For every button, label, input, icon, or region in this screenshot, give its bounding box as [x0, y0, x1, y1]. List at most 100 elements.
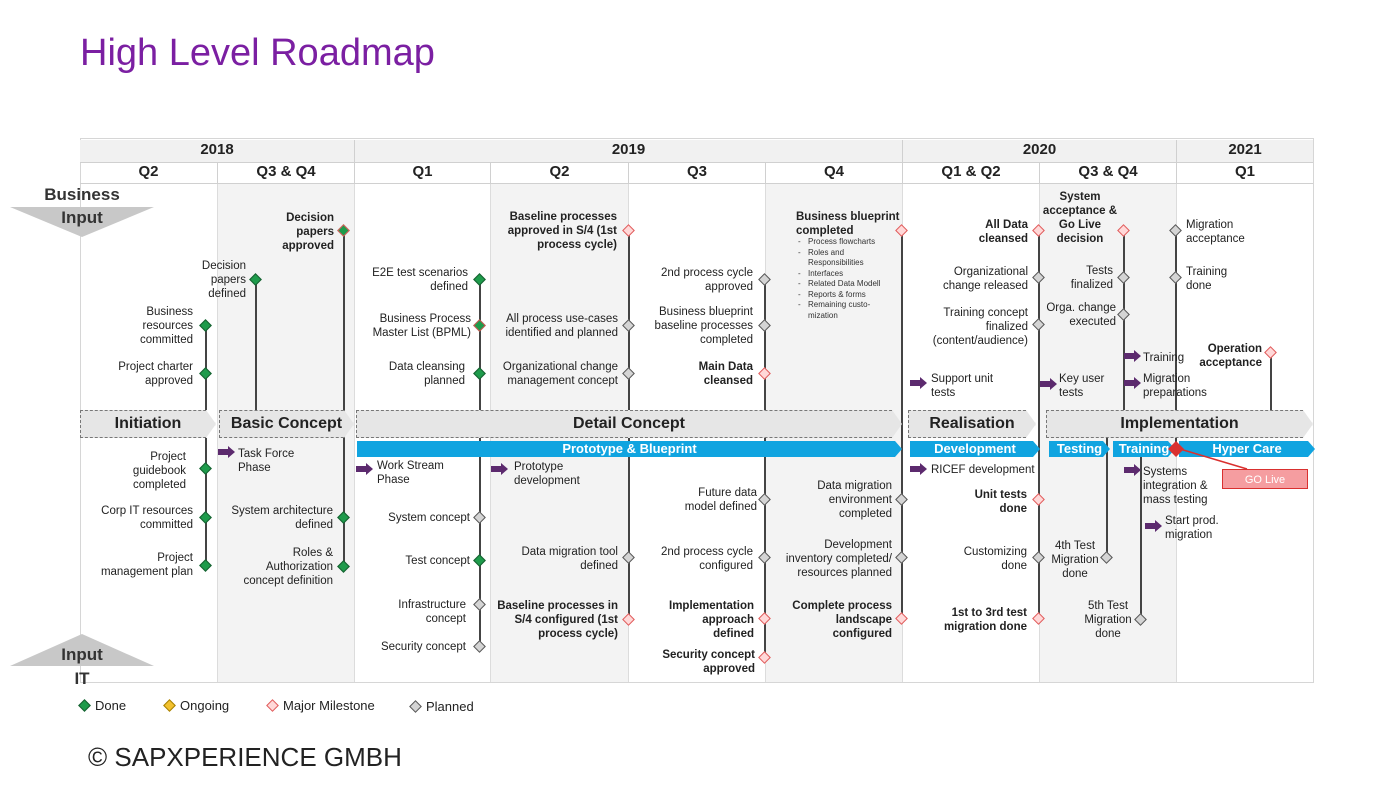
- phase-realisation: Realisation: [908, 410, 1036, 438]
- quarter-header: Q1: [355, 162, 491, 183]
- list-item: Roles and Responsibilities: [798, 248, 878, 269]
- milestone-label: Unit tests done: [974, 489, 1027, 515]
- planned-diamond-icon: [409, 700, 422, 713]
- milestone-label: Tests finalized: [1070, 265, 1113, 291]
- milestone-label: All process use-cases identified and pla…: [505, 313, 618, 339]
- list-item: Related Data Modell: [798, 279, 881, 290]
- milestone-label: Decision papers defined: [201, 260, 246, 300]
- milestone-label: Prototype development: [514, 461, 580, 487]
- list-item: Interfaces: [798, 269, 880, 280]
- milestone-label: Roles & Authorization concept definition: [243, 547, 333, 587]
- milestone-label: Data migration environment completed: [817, 480, 892, 520]
- milestone-label: Data cleansing planned: [388, 361, 465, 387]
- workstream-hyper-care: Hyper Care: [1179, 441, 1315, 457]
- milestone-label: Main Data cleansed: [698, 361, 753, 387]
- milestone-label: Operation acceptance: [1199, 343, 1262, 369]
- milestone-label: Project charter approved: [118, 361, 193, 387]
- quarter-header: Q4: [766, 162, 903, 183]
- business-input-arrow: Business Input: [10, 183, 154, 239]
- go-live-pointer-icon: [1168, 441, 1248, 470]
- year-header-2019: 2019: [355, 140, 903, 162]
- milestone-label: 1st to 3rd test migration done: [943, 607, 1027, 633]
- milestone-label: Infrastructure concept: [398, 599, 466, 625]
- down-arrow-icon: [10, 207, 154, 237]
- arrow-right-icon: [1124, 464, 1141, 476]
- quarter-header: Q1: [1234, 163, 1255, 180]
- arrow-right-icon: [910, 463, 927, 475]
- milestone-label: Future data model defined: [684, 487, 757, 513]
- input-label: Input: [61, 208, 103, 227]
- milestone-label: Migration acceptance: [1186, 219, 1245, 245]
- milestone-label: Baseline processes approved in S/4 (1st …: [507, 211, 617, 251]
- milestone-label: System architecture defined: [231, 505, 333, 531]
- arrow-right-icon: [1124, 350, 1141, 362]
- milestone-label: E2E test scenarios defined: [372, 267, 468, 293]
- up-arrow-icon: [10, 634, 154, 666]
- timeline-line: [1123, 231, 1125, 411]
- milestone-label: Security concept: [380, 641, 466, 653]
- milestone-label: Key user tests: [1059, 373, 1105, 399]
- timeline-line: [479, 280, 481, 650]
- phase-detail-concept: Detail Concept: [356, 410, 902, 438]
- quarter-header: Q1 & Q2: [903, 162, 1040, 183]
- milestone-label: Business blueprint baseline processes co…: [654, 306, 753, 346]
- timeline-line: [205, 438, 207, 568]
- arrow-right-icon: [356, 463, 373, 475]
- milestone-label: Task Force Phase: [238, 448, 295, 474]
- input-it-arrow: Input IT: [10, 630, 154, 688]
- milestone-label: Complete process landscape configured: [792, 600, 892, 640]
- timeline-line: [901, 231, 903, 623]
- milestone-label: Migration preparations: [1143, 373, 1207, 399]
- timeline-line: [255, 280, 257, 410]
- year-header-2020: 2020: [903, 140, 1177, 162]
- quarter-header: Q3: [629, 162, 766, 183]
- milestone-label: 2nd process cycle approved: [660, 267, 753, 293]
- timeline-line: [343, 231, 345, 571]
- year-header-2018: 2018: [80, 140, 355, 162]
- business-label: Business: [44, 185, 120, 204]
- legend-label: Major Milestone: [283, 698, 375, 713]
- list-item: Process flowcharts: [798, 237, 880, 248]
- it-label: IT: [74, 669, 90, 688]
- arrow-right-icon: [1145, 520, 1162, 532]
- milestone-label: Start prod. migration: [1165, 515, 1219, 541]
- ongoing-diamond-icon: [163, 699, 176, 712]
- timeline-line: [764, 280, 766, 660]
- milestone-label: Work Stream Phase: [377, 460, 444, 486]
- milestone-label: Business Process Master List (BPML): [372, 313, 471, 339]
- milestone-label: 2nd process cycle configured: [660, 546, 753, 572]
- arrow-right-icon: [218, 446, 235, 458]
- page-title: High Level Roadmap: [80, 32, 435, 74]
- milestone-label: Organizational change released: [942, 266, 1028, 292]
- milestone-label: Decision papers approved: [282, 212, 334, 252]
- milestone-label: System acceptance & Go Live decision: [1042, 191, 1118, 245]
- copyright-footer: © SAPXPERIENCE GMBH: [88, 742, 402, 772]
- legend-label: Ongoing: [180, 698, 230, 713]
- milestone-label: Test concept: [405, 555, 470, 567]
- milestone-label: Organizational change management concept: [502, 361, 618, 387]
- milestone-label: Training: [1143, 352, 1185, 364]
- timeline-line: [1175, 231, 1177, 449]
- milestone-label: RICEF development: [931, 464, 1035, 476]
- milestone-label: Training done: [1186, 266, 1228, 292]
- milestone-label: Customizing done: [963, 546, 1027, 572]
- milestone-label: Systems integration & mass testing: [1143, 466, 1208, 506]
- phase-implementation: Implementation: [1046, 410, 1313, 438]
- milestone-label: Orga. change executed: [1046, 302, 1116, 328]
- phase-basic-concept: Basic Concept: [219, 410, 354, 438]
- year-header-2021: 2021: [1177, 140, 1313, 162]
- quarter-header: Q3 & Q4: [218, 162, 355, 183]
- workstream-prototype-blueprint: Prototype & Blueprint: [357, 441, 902, 457]
- quarter-header: Q3 & Q4: [1040, 162, 1177, 183]
- workstream-development: Development: [910, 441, 1040, 457]
- milestone-label: Development inventory completed/ resourc…: [785, 539, 892, 579]
- milestone-label: 4th Test Migration done: [1051, 540, 1099, 580]
- legend-label: Planned: [426, 699, 474, 714]
- arrow-right-icon: [1040, 378, 1057, 390]
- timeline-line: [1140, 455, 1142, 620]
- phase-initiation: Initiation: [80, 410, 216, 438]
- milestone-label: Business resources committed: [139, 306, 193, 346]
- milestone-label: Business blueprint completed: [796, 211, 900, 237]
- milestone-label: Baseline processes in S/4 configured (1s…: [497, 600, 618, 640]
- milestone-label: Security concept approved: [662, 649, 755, 675]
